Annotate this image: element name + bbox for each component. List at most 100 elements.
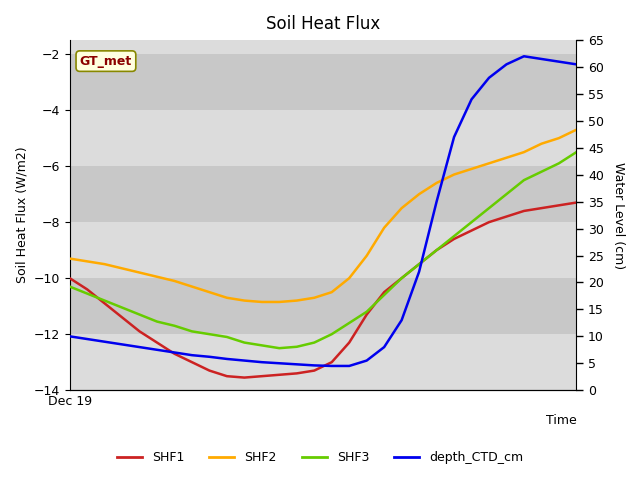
SHF2: [188, 284, 196, 289]
SHF2: [450, 172, 458, 178]
depth_CTD_cm: [205, 354, 213, 360]
depth_CTD_cm: [363, 358, 371, 363]
SHF2: [153, 274, 161, 280]
depth_CTD_cm: [468, 96, 476, 102]
SHF2: [66, 256, 74, 262]
Line: depth_CTD_cm: depth_CTD_cm: [70, 56, 577, 366]
depth_CTD_cm: [573, 61, 580, 67]
SHF1: [485, 219, 493, 225]
Bar: [70, 222, 577, 278]
Bar: [70, 166, 577, 222]
SHF2: [328, 289, 335, 295]
SHF2: [520, 149, 528, 155]
depth_CTD_cm: [258, 360, 266, 365]
SHF2: [258, 299, 266, 305]
depth_CTD_cm: [310, 362, 318, 368]
Y-axis label: Water Level (cm): Water Level (cm): [612, 162, 625, 269]
SHF1: [241, 375, 248, 381]
depth_CTD_cm: [223, 356, 231, 362]
depth_CTD_cm: [66, 334, 74, 339]
SHF3: [468, 219, 476, 225]
SHF2: [100, 261, 108, 267]
SHF2: [573, 127, 580, 132]
SHF1: [118, 314, 126, 320]
SHF1: [555, 203, 563, 208]
SHF3: [328, 331, 335, 337]
SHF1: [188, 360, 196, 365]
depth_CTD_cm: [188, 352, 196, 358]
SHF2: [363, 253, 371, 259]
SHF2: [275, 299, 283, 305]
SHF2: [502, 155, 510, 161]
SHF2: [398, 205, 406, 211]
depth_CTD_cm: [241, 358, 248, 363]
SHF3: [380, 292, 388, 298]
depth_CTD_cm: [538, 56, 545, 62]
SHF1: [415, 261, 423, 267]
SHF3: [450, 233, 458, 239]
SHF3: [538, 169, 545, 175]
Legend: SHF1, SHF2, SHF3, depth_CTD_cm: SHF1, SHF2, SHF3, depth_CTD_cm: [112, 446, 528, 469]
SHF2: [293, 298, 301, 303]
Bar: [70, 54, 577, 110]
SHF3: [205, 331, 213, 337]
depth_CTD_cm: [153, 347, 161, 353]
SHF1: [468, 228, 476, 233]
SHF1: [136, 328, 143, 334]
SHF2: [310, 295, 318, 300]
Title: Soil Heat Flux: Soil Heat Flux: [266, 15, 380, 33]
SHF3: [293, 344, 301, 349]
SHF1: [310, 368, 318, 373]
SHF3: [310, 340, 318, 346]
depth_CTD_cm: [275, 360, 283, 366]
SHF2: [83, 258, 91, 264]
SHF3: [66, 284, 74, 289]
depth_CTD_cm: [485, 75, 493, 81]
SHF1: [363, 312, 371, 317]
SHF1: [293, 371, 301, 376]
SHF2: [538, 141, 545, 146]
SHF1: [328, 360, 335, 365]
SHF1: [100, 300, 108, 306]
SHF2: [118, 265, 126, 271]
depth_CTD_cm: [433, 199, 440, 204]
SHF3: [573, 149, 580, 155]
Line: SHF3: SHF3: [70, 152, 577, 348]
SHF3: [520, 177, 528, 183]
SHF2: [136, 270, 143, 276]
SHF1: [205, 368, 213, 373]
Line: SHF1: SHF1: [70, 203, 577, 378]
SHF2: [415, 191, 423, 197]
depth_CTD_cm: [502, 61, 510, 67]
SHF3: [346, 320, 353, 326]
SHF3: [153, 319, 161, 324]
SHF1: [502, 214, 510, 219]
SHF2: [468, 166, 476, 172]
SHF2: [171, 278, 179, 284]
SHF3: [275, 345, 283, 351]
SHF3: [485, 205, 493, 211]
SHF2: [433, 180, 440, 186]
SHF1: [153, 340, 161, 346]
SHF2: [485, 160, 493, 166]
SHF1: [258, 373, 266, 379]
SHF1: [275, 372, 283, 378]
SHF3: [223, 334, 231, 340]
depth_CTD_cm: [118, 342, 126, 348]
Bar: [70, 334, 577, 390]
Text: GT_met: GT_met: [80, 55, 132, 68]
X-axis label: Time: Time: [546, 414, 577, 427]
SHF2: [205, 289, 213, 295]
SHF3: [83, 291, 91, 297]
SHF3: [100, 298, 108, 303]
SHF1: [346, 340, 353, 346]
SHF1: [450, 236, 458, 242]
SHF2: [346, 276, 353, 281]
SHF3: [433, 247, 440, 253]
SHF3: [502, 191, 510, 197]
Line: SHF2: SHF2: [70, 130, 577, 302]
depth_CTD_cm: [398, 317, 406, 323]
depth_CTD_cm: [100, 339, 108, 345]
depth_CTD_cm: [520, 53, 528, 59]
depth_CTD_cm: [415, 269, 423, 275]
